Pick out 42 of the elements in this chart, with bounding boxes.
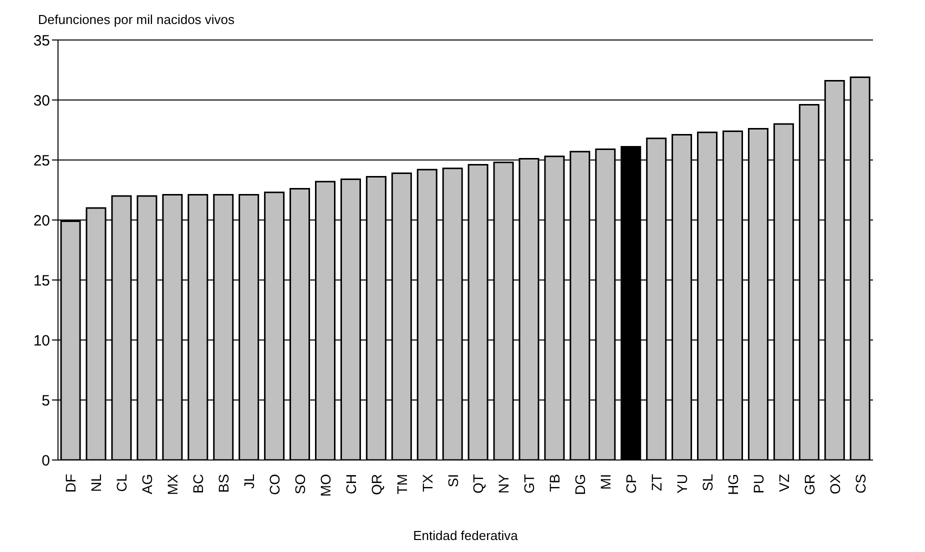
x-tick-label: OX [826, 473, 843, 494]
y-tick-label: 20 [33, 212, 50, 230]
x-tick-label: NY [496, 473, 512, 494]
x-tick-label: SO [292, 474, 308, 494]
x-tick-label: CL [114, 474, 130, 492]
x-tick-label: PU [750, 474, 766, 494]
y-tick-label: 25 [33, 152, 50, 170]
x-tick-label: DF [62, 474, 79, 493]
x-axis-title: Entidad federativa [413, 528, 519, 543]
x-tick-label: QR [368, 474, 384, 495]
x-tick-label: GR [801, 474, 818, 495]
x-tick-label: DG [572, 474, 588, 495]
x-tick-label: CH [342, 474, 359, 494]
y-tick-label: 0 [42, 452, 50, 470]
x-tick-label: CP [623, 474, 640, 494]
x-tick-label: MX [164, 473, 181, 495]
x-tick-label: BC [190, 474, 206, 494]
x-tick-label: MI [598, 474, 614, 490]
x-tick-label: QT [470, 474, 486, 494]
x-tick-label: SL [699, 474, 716, 492]
x-tick-label: HG [724, 474, 741, 495]
y-tick-label: 30 [33, 92, 50, 110]
x-tick-label: TM [394, 474, 410, 494]
x-tick-label: CO [266, 474, 282, 495]
x-tick-label: SI [444, 474, 461, 488]
x-tick-label: TB [546, 474, 563, 492]
y-tick-label: 35 [33, 32, 50, 50]
x-tick-label: MO [317, 474, 334, 497]
x-tick-label: JL [241, 474, 258, 489]
y-axis-title: Defunciones por mil nacidos vivos [38, 12, 235, 27]
y-tick-label: 5 [42, 392, 50, 410]
x-tick-label: VZ [776, 474, 792, 492]
x-tick-label: BS [216, 474, 232, 493]
x-tick-label: YU [674, 474, 690, 494]
x-tick-label: GT [521, 474, 538, 494]
x-tick-label: NL [88, 474, 104, 492]
y-tick-label: 10 [33, 332, 50, 350]
y-tick-label: 15 [33, 272, 50, 290]
x-tick-label: TX [419, 473, 436, 492]
x-tick-label: CS [852, 474, 868, 494]
x-tick-label: ZT [648, 474, 665, 492]
x-tick-label: AG [139, 474, 156, 494]
